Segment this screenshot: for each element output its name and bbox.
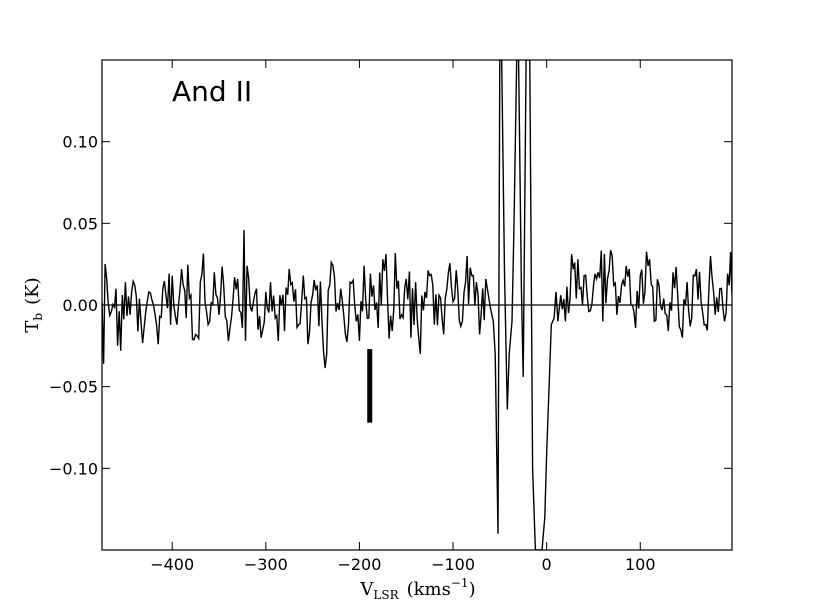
y-axis-label-subscript: b	[31, 313, 45, 321]
x-axis-label-superscript: −1	[451, 576, 469, 590]
spectrum-line	[102, 60, 732, 550]
y-tick-label: 0.00	[62, 296, 98, 315]
x-axis-label-units: (kms	[407, 579, 451, 600]
y-axis-label-units: (K)	[22, 277, 43, 305]
x-axis-label-main: V	[359, 579, 374, 600]
y-tick-label: 0.05	[62, 214, 98, 233]
x-axis-label: VLSR (kms−1)	[359, 576, 475, 602]
x-tick-label: 0	[542, 555, 552, 574]
x-tick-label: −400	[150, 555, 194, 574]
x-tick-label: −200	[337, 555, 381, 574]
y-tick-label: −0.10	[49, 459, 98, 478]
x-tick-label: 100	[625, 555, 656, 574]
x-tick-label: −100	[431, 555, 475, 574]
x-axis-label-subscript: LSR	[373, 588, 399, 602]
plot-area: −400 −300 −200 −100 0 100 −0.10 −0.05 0.00 0.05 0.…	[49, 59, 733, 574]
x-axis-label-close: )	[469, 579, 476, 600]
y-tick-label: 0.10	[62, 133, 98, 152]
y-tick-label: −0.05	[49, 378, 98, 397]
y-axis-label-main: T	[22, 321, 43, 333]
chart-annotation: And II	[172, 75, 252, 108]
y-axis-label: Tb (K)	[22, 277, 45, 332]
x-tick-label: −300	[244, 555, 288, 574]
